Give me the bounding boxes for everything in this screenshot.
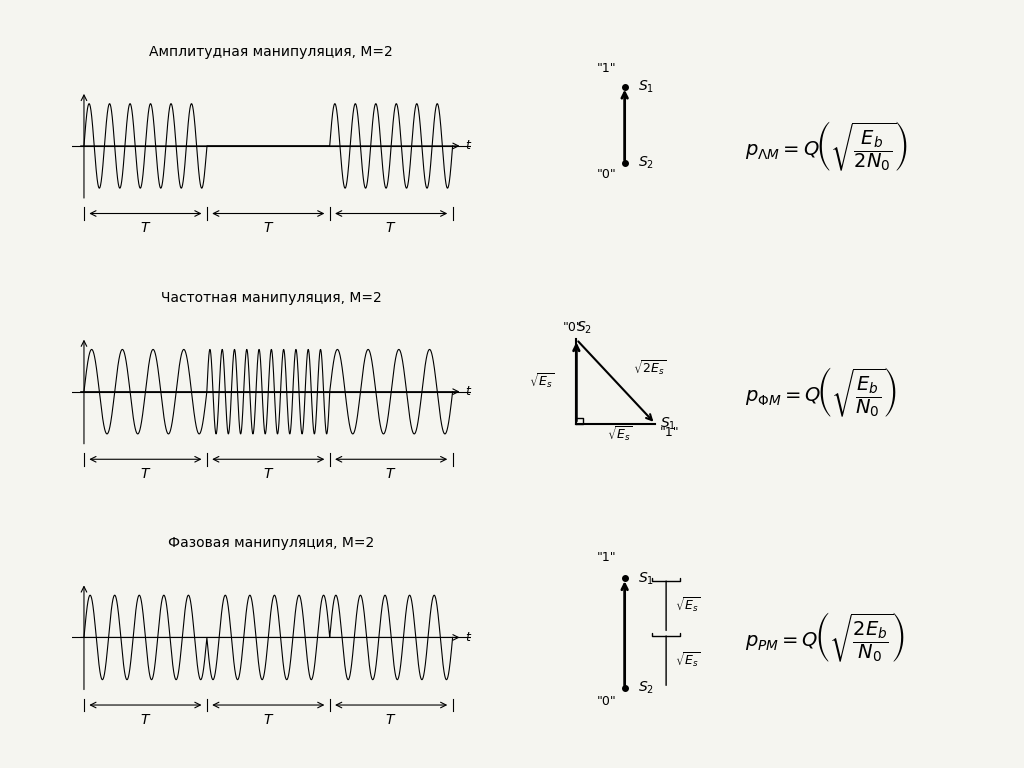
Text: $S_1$: $S_1$ <box>639 570 654 587</box>
Title: Амплитудная манипуляция, Μ=2: Амплитудная манипуляция, Μ=2 <box>150 45 393 59</box>
Text: "1": "1" <box>596 61 616 74</box>
Text: $T$: $T$ <box>262 713 274 727</box>
Title: Частотная манипуляция, Μ=2: Частотная манипуляция, Μ=2 <box>161 290 382 305</box>
Text: $T$: $T$ <box>385 467 397 481</box>
Text: $p_{PM} = Q\!\left(\sqrt{\dfrac{2E_b}{N_0}}\right)$: $p_{PM} = Q\!\left(\sqrt{\dfrac{2E_b}{N_… <box>745 611 905 664</box>
Text: "0": "0" <box>596 168 616 181</box>
Text: $\sqrt{E_s}$: $\sqrt{E_s}$ <box>607 425 633 444</box>
Text: $\sqrt{E_s}$: $\sqrt{E_s}$ <box>676 596 701 615</box>
Text: $p_{\Lambda M} = Q\!\left(\sqrt{\dfrac{E_b}{2N_0}}\right)$: $p_{\Lambda M} = Q\!\left(\sqrt{\dfrac{E… <box>745 119 908 173</box>
Text: $T$: $T$ <box>262 221 274 235</box>
Text: "1": "1" <box>596 551 616 564</box>
Text: "0": "0" <box>563 321 583 334</box>
Text: $S_1$: $S_1$ <box>639 78 654 95</box>
Text: $t$: $t$ <box>465 386 472 398</box>
Text: $T$: $T$ <box>262 467 274 481</box>
Text: $S_2$: $S_2$ <box>577 319 593 336</box>
Text: $T$: $T$ <box>139 467 152 481</box>
Text: $S_1$: $S_1$ <box>659 415 676 432</box>
Text: $T$: $T$ <box>139 221 152 235</box>
Title: Фазовая манипуляция, Μ=2: Фазовая манипуляция, Μ=2 <box>168 536 375 551</box>
Text: $S_2$: $S_2$ <box>639 680 654 697</box>
Text: $T$: $T$ <box>385 713 397 727</box>
Text: $t$: $t$ <box>465 631 472 644</box>
Text: "0": "0" <box>596 695 616 708</box>
Text: $\sqrt{E_s}$: $\sqrt{E_s}$ <box>528 372 554 391</box>
Text: $\sqrt{E_s}$: $\sqrt{E_s}$ <box>676 651 701 670</box>
Text: $T$: $T$ <box>139 713 152 727</box>
Text: $t$: $t$ <box>465 140 472 152</box>
Text: $p_{\Phi M} = Q\!\left(\sqrt{\dfrac{E_b}{N_0}}\right)$: $p_{\Phi M} = Q\!\left(\sqrt{\dfrac{E_b}… <box>745 365 898 419</box>
Text: $\sqrt{2E_s}$: $\sqrt{2E_s}$ <box>634 359 668 378</box>
Text: $T$: $T$ <box>385 221 397 235</box>
Text: $S_2$: $S_2$ <box>639 154 654 171</box>
Text: "1": "1" <box>659 426 679 439</box>
